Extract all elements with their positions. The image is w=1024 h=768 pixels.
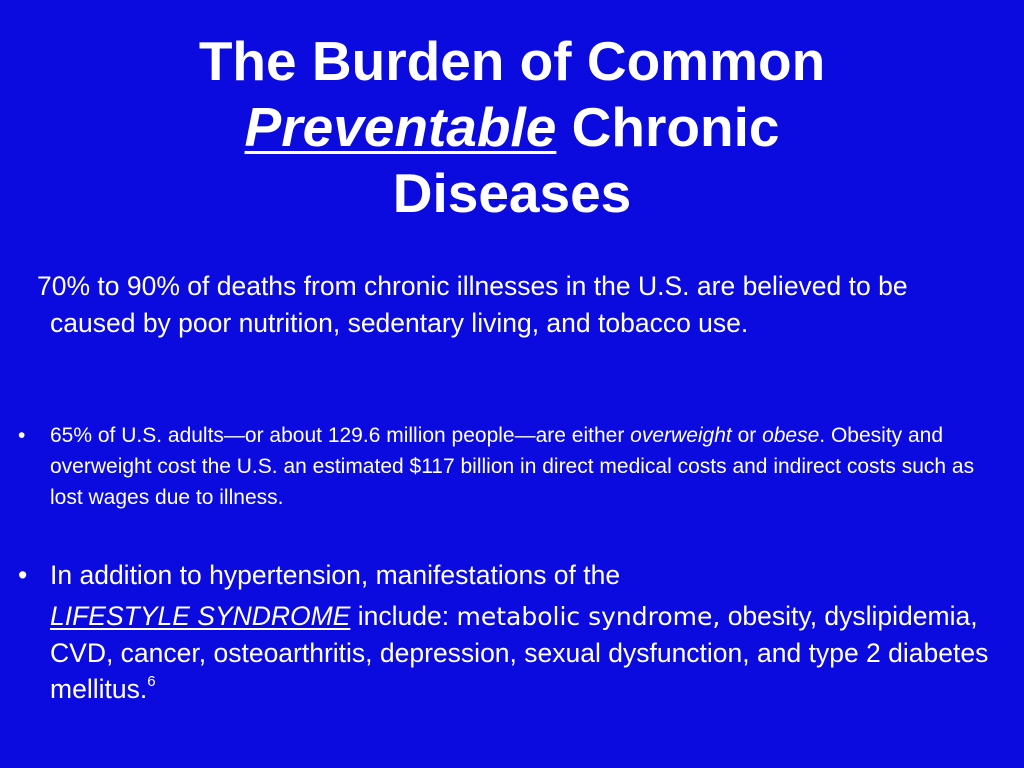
bullet-marker: •: [18, 560, 28, 590]
title-line-2-rest: Chronic: [571, 96, 780, 158]
bullet-lifestyle-line1: In addition to hypertension, manifestati…: [50, 560, 621, 590]
include-text: include:: [350, 601, 457, 631]
metabolic-syndrome-term: metabolic syndrome,: [456, 602, 721, 631]
bullet-marker: •: [18, 424, 26, 447]
title-line-1: The Burden of Common: [198, 30, 826, 92]
intro-rest: believed to be caused by poor nutrition,…: [50, 271, 908, 338]
slide-title: The Burden of Common Preventable Chronic…: [0, 28, 1024, 226]
bullet-obesity-text: 65% of U.S. adults—or about 129.6 millio…: [50, 420, 1010, 513]
footnote-marker: 6: [147, 673, 156, 690]
bullet-obesity-part2: or: [731, 424, 763, 447]
bullet-lifestyle-text: In addition to hypertension, manifestati…: [50, 557, 1010, 707]
bullet-lifestyle-rest: obesity, dyslipidemia, CVD, cancer, oste…: [50, 601, 989, 704]
intro-paragraph: 70% to 90% of deaths from chronic illnes…: [37, 268, 990, 342]
bullet-obesity-part1: 65% of U.S. adults—or about 129.6 millio…: [50, 424, 631, 447]
title-emphasis: Preventable: [244, 96, 557, 158]
overweight-term: overweight: [630, 424, 732, 447]
bullet-obesity-part3: . Obesity and overweight cost the U.S. a…: [50, 424, 975, 509]
lifestyle-syndrome-term: LIFESTYLE SYNDROME: [50, 601, 351, 631]
intro-first-line: 70% to 90% of deaths from chronic illnes…: [37, 271, 736, 301]
title-line-3: Diseases: [392, 162, 632, 224]
obese-term: obese: [762, 424, 820, 447]
